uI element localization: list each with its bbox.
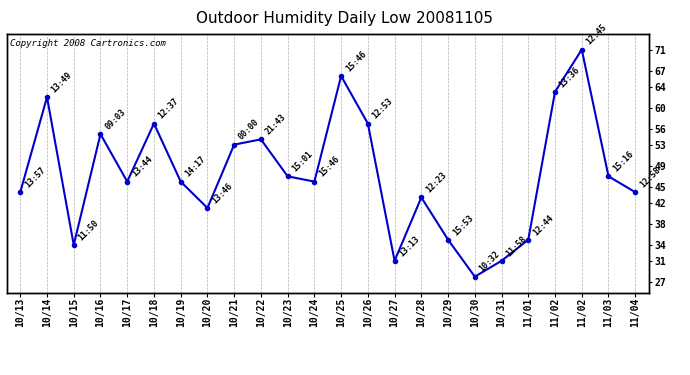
Text: 12:44: 12:44 <box>531 213 555 237</box>
Text: 13:57: 13:57 <box>23 165 47 189</box>
Text: 21:43: 21:43 <box>264 112 288 136</box>
Text: Outdoor Humidity Daily Low 20081105: Outdoor Humidity Daily Low 20081105 <box>197 11 493 26</box>
Text: 09:03: 09:03 <box>104 107 127 131</box>
Text: 15:16: 15:16 <box>611 150 635 174</box>
Text: 00:00: 00:00 <box>237 118 261 142</box>
Text: 12:37: 12:37 <box>157 97 181 121</box>
Text: 15:46: 15:46 <box>317 155 341 179</box>
Text: 12:53: 12:53 <box>371 97 395 121</box>
Text: 14:17: 14:17 <box>184 155 208 179</box>
Text: 12:58: 12:58 <box>638 165 662 189</box>
Text: 15:46: 15:46 <box>344 49 368 73</box>
Text: 12:23: 12:23 <box>424 171 448 195</box>
Text: 12:45: 12:45 <box>584 23 609 47</box>
Text: Copyright 2008 Cartronics.com: Copyright 2008 Cartronics.com <box>10 39 166 48</box>
Text: 13:36: 13:36 <box>558 65 582 89</box>
Text: 15:53: 15:53 <box>451 213 475 237</box>
Text: 11:58: 11:58 <box>504 234 529 258</box>
Text: 13:46: 13:46 <box>210 181 234 205</box>
Text: 13:44: 13:44 <box>130 155 154 179</box>
Text: 13:49: 13:49 <box>50 70 74 94</box>
Text: 10:32: 10:32 <box>477 250 502 274</box>
Text: 11:50: 11:50 <box>77 218 101 242</box>
Text: 15:01: 15:01 <box>290 150 315 174</box>
Text: 13:13: 13:13 <box>397 234 422 258</box>
